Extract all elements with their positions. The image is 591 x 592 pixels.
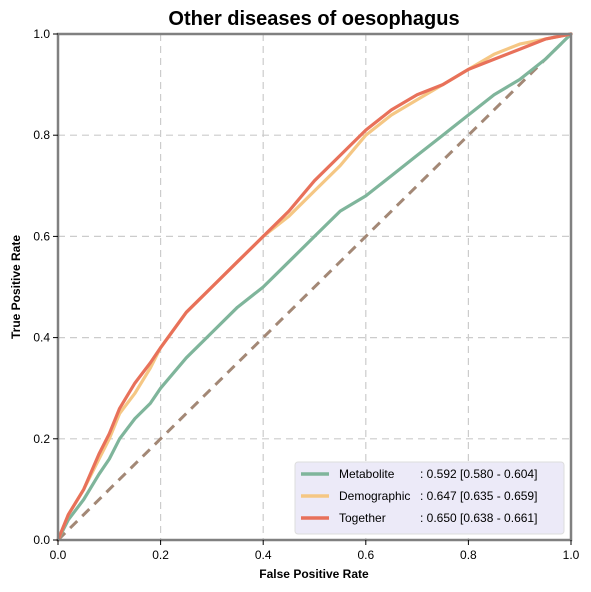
legend-box [294, 461, 565, 535]
plot-frame [56, 32, 573, 542]
reference-line [56, 32, 573, 542]
x-tick-label: 0.6 [357, 548, 374, 562]
legend-label: Demographic [339, 489, 410, 503]
x-tick-label: 1.0 [563, 548, 580, 562]
legend: Metabolite : 0.592 [0.580 - 0.604] Demogra… [294, 461, 565, 535]
reference-diagonal [56, 32, 573, 542]
x-tick-label: 0.0 [50, 548, 67, 562]
chart-title: Other diseases of oesophagus [168, 8, 459, 30]
x-tick-label: 0.2 [152, 548, 169, 562]
axis-ticks: 0.0 0.2 0.4 0.6 0.8 1.0 0.0 0.2 0.4 0.6 0.8 1.0 [33, 27, 579, 562]
y-tick-label: 0.2 [33, 432, 50, 446]
x-tick-label: 0.4 [255, 548, 272, 562]
series-line-together [56, 32, 573, 542]
y-axis-label: True Positive Rate [9, 235, 23, 339]
legend-value: : 0.650 [0.638 - 0.661] [420, 511, 537, 525]
y-tick-label: 0.4 [33, 331, 50, 345]
y-tick-label: 0.6 [33, 229, 50, 243]
legend-label: Together [339, 511, 386, 525]
roc-curves [56, 32, 573, 542]
y-tick-label: 0.8 [33, 128, 50, 142]
x-tick-label: 0.8 [460, 548, 477, 562]
grid-lines [58, 34, 571, 540]
legend-label: Metabolite [339, 467, 395, 481]
legend-value: : 0.592 [0.580 - 0.604] [420, 467, 537, 481]
legend-value: : 0.647 [0.635 - 0.659] [420, 489, 537, 503]
x-axis-label: False Positive Rate [259, 567, 369, 581]
y-tick-label: 0.0 [33, 533, 50, 547]
y-tick-label: 1.0 [33, 27, 50, 41]
series-line-metabolite [56, 32, 573, 542]
